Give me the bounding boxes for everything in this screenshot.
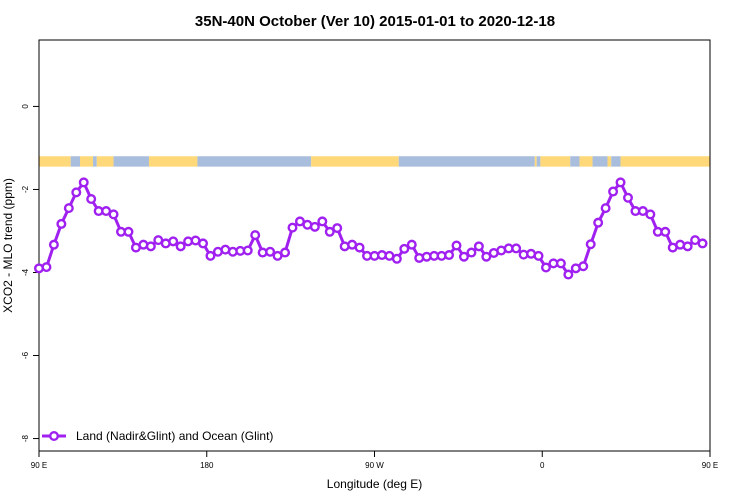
data-point — [168, 236, 179, 247]
y-axis-label: XCO2 - MLO trend (ppm) — [1, 178, 15, 313]
data-point — [697, 238, 708, 249]
data-point — [451, 240, 462, 251]
data-point — [466, 247, 477, 258]
data-point — [317, 216, 328, 227]
y-tick-label: -8 — [21, 434, 30, 442]
data-point — [540, 262, 551, 273]
data-point — [265, 246, 276, 257]
series-line — [38, 180, 704, 277]
x-tick-label: 90 E — [702, 461, 718, 470]
data-point — [615, 177, 626, 188]
data-point — [123, 226, 134, 237]
strip-segment-ocean — [70, 156, 81, 167]
data-point — [406, 239, 417, 250]
strip-segment-ocean — [398, 156, 535, 167]
data-point — [205, 250, 216, 261]
data-point — [555, 258, 566, 269]
strip-segment-land — [39, 156, 71, 167]
legend-label: Land (Nadir&Glint) and Ocean (Glint) — [76, 429, 273, 443]
data-point — [63, 203, 74, 214]
x-axis: 90 E 180 90 W 0 90 E — [31, 451, 718, 470]
data-point — [198, 238, 209, 249]
legend-marker — [49, 431, 60, 442]
y-tick-label: 0 — [21, 104, 30, 109]
strip-segment-land — [540, 156, 571, 167]
strip-segment-land — [607, 156, 612, 167]
data-point — [593, 217, 604, 228]
strip-segment-land — [534, 156, 537, 167]
strip-segment-ocean — [592, 156, 608, 167]
surface-type-strip — [39, 156, 710, 167]
strip-segment-land — [579, 156, 593, 167]
data-point — [280, 247, 291, 258]
strip-segment-land — [620, 156, 710, 167]
data-point — [444, 250, 455, 261]
data-point — [86, 194, 97, 205]
data-point — [48, 239, 59, 250]
x-tick-label: 90 W — [365, 461, 384, 470]
data-point — [145, 241, 156, 252]
data-point — [108, 209, 119, 220]
strip-segment-ocean — [197, 156, 312, 167]
x-tick-label: 0 — [540, 461, 545, 470]
y-tick-label: -2 — [21, 185, 30, 193]
data-point — [511, 243, 522, 254]
strip-segment-ocean — [93, 156, 97, 167]
data-point — [175, 241, 186, 252]
data-point — [399, 243, 410, 254]
data-point — [682, 241, 693, 252]
data-point — [660, 226, 671, 237]
data-point — [41, 262, 52, 273]
data-series — [34, 177, 708, 280]
data-point — [391, 253, 402, 264]
x-axis-label: Longitude (deg E) — [327, 477, 422, 491]
y-axis: 0 -2 -4 -6 -8 — [21, 104, 39, 442]
strip-segment-land — [148, 156, 198, 167]
y-tick-label: -6 — [21, 351, 30, 359]
data-point — [78, 177, 89, 188]
strip-segment-ocean — [113, 156, 149, 167]
data-point — [242, 245, 253, 256]
strip-segment-ocean — [536, 156, 541, 167]
strip-segment-land — [80, 156, 94, 167]
data-point — [287, 222, 298, 233]
data-point — [250, 230, 261, 241]
data-point — [481, 251, 492, 262]
chart-title: 35N-40N October (Ver 10) 2015-01-01 to 2… — [195, 13, 555, 30]
x-tick-label: 180 — [200, 461, 214, 470]
data-point — [56, 218, 67, 229]
data-point — [622, 192, 633, 203]
data-point — [608, 186, 619, 197]
x-tick-label: 90 E — [31, 461, 47, 470]
data-point — [473, 241, 484, 252]
data-point — [645, 209, 656, 220]
legend: Land (Nadir&Glint) and Ocean (Glint) — [42, 429, 273, 443]
data-point — [533, 250, 544, 261]
data-point — [563, 269, 574, 280]
y-tick-label: -4 — [21, 268, 30, 276]
strip-segment-ocean — [611, 156, 621, 167]
data-point — [600, 203, 611, 214]
data-point — [332, 223, 343, 234]
data-point — [71, 187, 82, 198]
strip-segment-land — [311, 156, 399, 167]
data-point — [458, 251, 469, 262]
strip-segment-ocean — [570, 156, 580, 167]
strip-segment-land — [96, 156, 114, 167]
data-point — [578, 261, 589, 272]
data-point — [324, 226, 335, 237]
data-point — [585, 239, 596, 250]
data-point — [309, 221, 320, 232]
data-point — [354, 242, 365, 253]
